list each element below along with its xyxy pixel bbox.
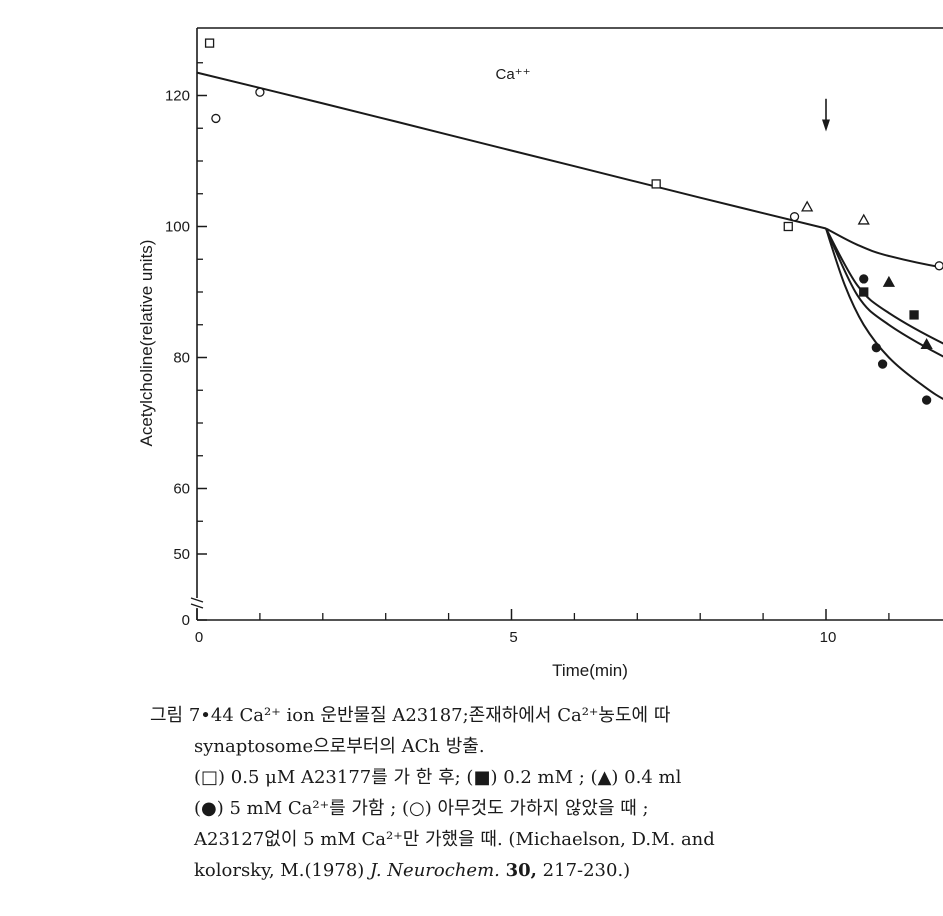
x-tick-label: 10 xyxy=(820,629,837,646)
fitted-curves xyxy=(196,71,943,400)
y-tick-label: 60 xyxy=(173,481,190,498)
caption-reference-authors: (Michaelson, D.M. and xyxy=(508,829,715,850)
caption-line-4: (●) 5 mM Ca²⁺를 가함 ; (○) 아무것도 가하지 않았을 때 ; xyxy=(194,798,649,819)
data-point-filled-square xyxy=(859,287,869,297)
curve-open-circle xyxy=(825,227,943,269)
ca-annotation-label: Ca⁺⁺ xyxy=(495,66,530,83)
y-tick-label: 100 xyxy=(165,219,190,236)
y-tick-label: 0 xyxy=(182,612,190,629)
curve-filled-circle xyxy=(825,228,943,400)
data-point-filled-circle xyxy=(877,359,888,369)
y-axis-break-mark xyxy=(190,597,204,609)
data-point-open-triangle xyxy=(801,200,814,212)
data-point-open-circle xyxy=(789,212,800,222)
data-point-filled-circle xyxy=(859,274,869,284)
data-point-open-square xyxy=(204,38,215,48)
ca-annotation-arrow xyxy=(822,98,830,132)
data-point-filled-triangle xyxy=(882,275,896,287)
x-tick-label: 0 xyxy=(195,629,203,646)
curve-none xyxy=(196,71,827,230)
data-point-open-square xyxy=(783,221,793,232)
data-point-open-square xyxy=(651,179,661,189)
caption-journal: J. Neurochem. xyxy=(370,860,500,881)
data-point-open-circle xyxy=(211,113,221,124)
y-axis-title: Acetylcholine(relative units) xyxy=(137,240,156,447)
x-tick-label: 5 xyxy=(509,629,517,646)
caption-reference-authors-2: kolorsky, M.(1978) xyxy=(194,860,371,881)
caption-line-5: A23127없이 5 mM Ca²⁺만 가했을 때. (Michaelson, … xyxy=(150,824,943,855)
caption-volume: 30, xyxy=(505,860,537,881)
data-point-open-triangle xyxy=(857,213,870,225)
caption-line-1: 그림 7•44 Ca²⁺ ion 운반물질 A23187;존재하에서 Ca²⁺농… xyxy=(150,705,671,726)
curve-filled-square xyxy=(825,228,943,345)
y-axis-ticks: 0 50 60 80 100 120 xyxy=(165,62,207,629)
x-axis-title: Time(min) xyxy=(552,661,628,680)
y-tick-label: 120 xyxy=(165,88,190,105)
caption-pages: 217-230.) xyxy=(536,860,631,881)
plot-frame xyxy=(190,27,943,621)
curve-filled-triangle xyxy=(825,228,943,358)
data-markers xyxy=(204,38,943,405)
data-point-open-circle xyxy=(934,261,943,271)
y-tick-label: 80 xyxy=(173,350,190,367)
y-tick-label: 50 xyxy=(173,546,190,563)
x-axis-ticks: 05101520 xyxy=(195,609,890,646)
data-point-filled-square xyxy=(909,310,919,320)
caption-line-3: (□) 0.5 μM A23177를 가 한 후; (■) 0.2 mM ; (… xyxy=(194,767,682,788)
data-point-filled-triangle xyxy=(920,338,933,350)
data-point-filled-circle xyxy=(871,343,881,353)
caption-line-5-text: A23127없이 5 mM Ca²⁺만 가했을 때. xyxy=(194,829,503,850)
data-point-open-circle xyxy=(255,87,265,97)
caption-line-2: synaptosome으로부터의 ACh 방출. xyxy=(194,736,485,757)
caption-line-6: kolorsky, M.(1978) J. Neurochem. 30, 217… xyxy=(150,855,943,886)
data-point-filled-circle xyxy=(921,395,932,405)
figure-caption: 그림 7•44 Ca²⁺ ion 운반물질 A23187;존재하에서 Ca²⁺농… xyxy=(150,700,943,886)
